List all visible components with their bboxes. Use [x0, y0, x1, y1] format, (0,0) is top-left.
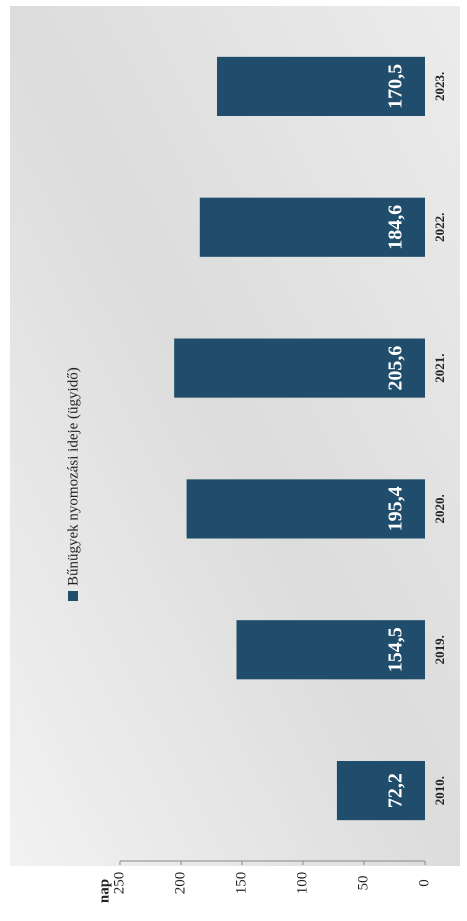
x-tick-label: 2010. — [432, 776, 447, 805]
value-label: 154,5 — [385, 627, 407, 672]
x-tick-label: 2023. — [432, 72, 447, 101]
value-label: 170,5 — [385, 64, 407, 109]
bar — [174, 338, 425, 398]
bar — [199, 197, 425, 257]
y-tick-label: 150 — [233, 872, 249, 895]
x-tick-label: 2021. — [432, 353, 447, 382]
bar — [216, 56, 425, 116]
value-label: 184,6 — [385, 205, 407, 250]
x-tick-label: 2019. — [432, 635, 447, 664]
value-label: 195,4 — [385, 486, 407, 531]
value-label: 72,2 — [385, 773, 407, 808]
x-tick-label: 2022. — [432, 213, 447, 242]
y-tick-label: 250 — [111, 872, 127, 895]
bar — [186, 479, 425, 539]
bar — [336, 761, 425, 821]
rotated-chart: Bűnügyek nyomozási ideje (ügyidő) nap 0 5… — [10, 6, 460, 903]
legend-swatch — [68, 591, 78, 601]
y-tick-label: 0 — [416, 879, 432, 887]
x-tick-label: 2020. — [432, 494, 447, 523]
y-axis-label: nap — [96, 879, 112, 903]
legend-label: Bűnügyek nyomozási ideje (ügyidő) — [65, 367, 81, 586]
y-tick-label: 200 — [172, 872, 188, 895]
y-tick-label: 100 — [294, 872, 310, 895]
y-tick-label: 50 — [355, 876, 371, 891]
value-label: 205,6 — [385, 346, 407, 391]
bar — [236, 620, 425, 680]
